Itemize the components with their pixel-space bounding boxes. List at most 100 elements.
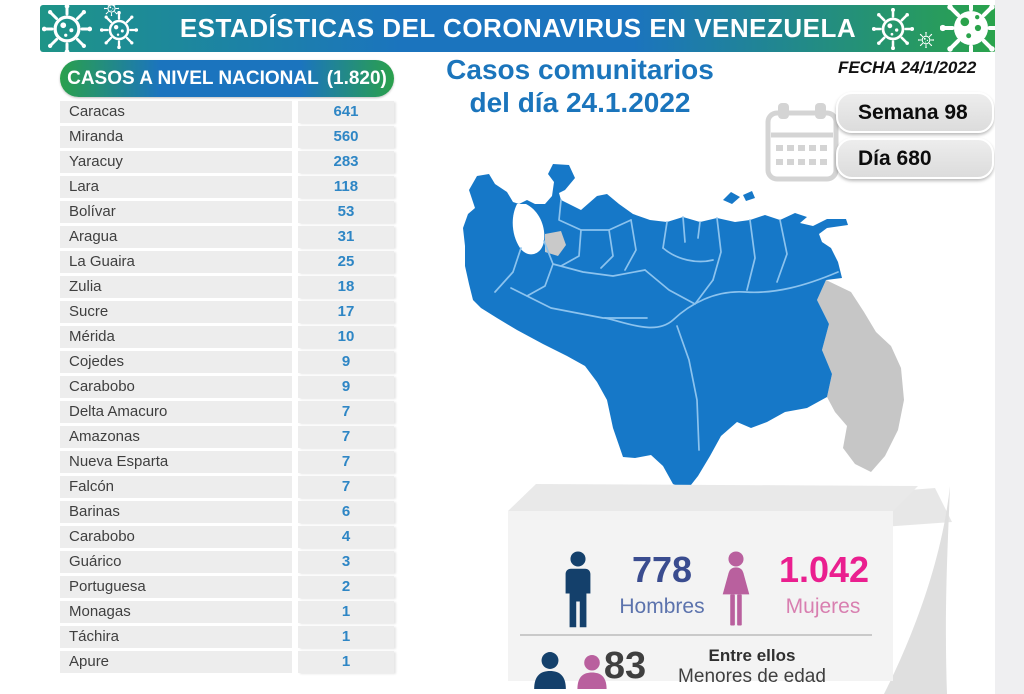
state-cases: 560 (298, 126, 394, 148)
table-row: Yaracuy 283 (60, 151, 394, 173)
state-cases: 1 (298, 651, 394, 673)
virus-icon (940, 5, 996, 52)
table-row: Apure 1 (60, 651, 394, 673)
state-name: Carabobo (60, 376, 292, 398)
table-row: Nueva Esparta 7 (60, 451, 394, 473)
state-cases: 2 (298, 576, 394, 598)
state-name: Cojedes (60, 351, 292, 373)
state-name: Miranda (60, 126, 292, 148)
women-count: 1.042 (778, 549, 870, 590)
state-name: Yaracuy (60, 151, 292, 173)
men-label: Hombres (619, 595, 705, 618)
minors-count: 83 (603, 645, 647, 687)
table-row: Monagas 1 (60, 601, 394, 623)
minors-label: Entre ellos Menores de edad (654, 646, 850, 688)
community-title-line2: del día 24.1.2022 (469, 87, 691, 119)
table-row: Bolívar 53 (60, 201, 394, 223)
table-row: Carabobo 4 (60, 526, 394, 548)
stats-box-top-face (508, 484, 918, 511)
state-name: Mérida (60, 326, 292, 348)
state-name: Falcón (60, 476, 292, 498)
state-name: Aragua (60, 226, 292, 248)
stats-box-front: 778 Hombres 1.042 Mujeres 83 Entre ellos… (508, 511, 893, 689)
state-cases: 31 (298, 226, 394, 248)
state-cases: 9 (298, 351, 394, 373)
state-name: La Guaira (60, 251, 292, 273)
table-row: Falcón 7 (60, 476, 394, 498)
state-cases: 641 (298, 101, 394, 123)
day-badge: Día 680 (836, 138, 994, 179)
state-name: Amazonas (60, 426, 292, 448)
table-row: Guárico 3 (60, 551, 394, 573)
table-row: Sucre 17 (60, 301, 394, 323)
table-row: Portuguesa 2 (60, 576, 394, 598)
community-cases-title: Casos comunitarios del día 24.1.2022 (413, 53, 747, 119)
state-cases: 9 (298, 376, 394, 398)
state-name: Táchira (60, 626, 292, 648)
table-row: Caracas 641 (60, 101, 394, 123)
state-cases: 4 (298, 526, 394, 548)
table-row: Zulia 18 (60, 276, 394, 298)
virus-icon (872, 8, 914, 50)
state-cases-table: Caracas 641 Miranda 560 Yaracuy 283 Lara… (60, 101, 394, 673)
state-cases: 7 (298, 451, 394, 473)
national-cases-panel: CASOS A NIVEL NACIONAL (1.820) Caracas 6… (60, 60, 394, 676)
state-cases: 53 (298, 201, 394, 223)
table-row: Táchira 1 (60, 626, 394, 648)
table-row: Carabobo 9 (60, 376, 394, 398)
state-cases: 10 (298, 326, 394, 348)
national-cases-label: CASOS A NIVEL NACIONAL (67, 67, 319, 89)
state-name: Carabobo (60, 526, 292, 548)
table-row: Mérida 10 (60, 326, 394, 348)
minors-label-line2: Menores de edad (678, 666, 826, 687)
map-margarita-island (723, 191, 755, 204)
state-name: Portuguesa (60, 576, 292, 598)
state-name: Monagas (60, 601, 292, 623)
state-cases: 7 (298, 476, 394, 498)
viewer-background-strip (995, 0, 1024, 694)
state-name: Delta Amacuro (60, 401, 292, 423)
virus-icon (104, 5, 119, 16)
state-name: Zulia (60, 276, 292, 298)
community-title-line1: Casos comunitarios (446, 54, 714, 85)
table-row: Miranda 560 (60, 126, 394, 148)
state-name: Apure (60, 651, 292, 673)
week-badge: Semana 98 (836, 92, 994, 133)
state-cases: 7 (298, 401, 394, 423)
virus-icon (918, 32, 934, 48)
state-name: Caracas (60, 101, 292, 123)
virus-icon (42, 5, 92, 52)
map-gray-state (545, 231, 566, 256)
state-name: Lara (60, 176, 292, 198)
map-lake-maracaibo (512, 204, 545, 255)
map-state-borders (494, 199, 839, 451)
men-count: 778 (631, 549, 693, 590)
state-cases: 18 (298, 276, 394, 298)
table-row: La Guaira 25 (60, 251, 394, 273)
state-cases: 6 (298, 501, 394, 523)
venezuela-map (463, 164, 904, 490)
state-cases: 7 (298, 426, 394, 448)
state-cases: 25 (298, 251, 394, 273)
state-name: Nueva Esparta (60, 451, 292, 473)
women-label: Mujeres (785, 595, 861, 618)
table-row: Cojedes 9 (60, 351, 394, 373)
man-icon (565, 551, 591, 628)
date-label: FECHA 24/1/2022 (838, 58, 977, 77)
state-name: Bolívar (60, 201, 292, 223)
table-row: Lara 118 (60, 176, 394, 198)
table-row: Aragua 31 (60, 226, 394, 248)
state-cases: 283 (298, 151, 394, 173)
person-bust-navy-icon (534, 652, 566, 689)
state-name: Guárico (60, 551, 292, 573)
table-row: Amazonas 7 (60, 426, 394, 448)
state-name: Barinas (60, 501, 292, 523)
national-cases-header: CASOS A NIVEL NACIONAL (1.820) (60, 60, 394, 97)
virus-icon (100, 11, 138, 49)
state-cases: 118 (298, 176, 394, 198)
minors-label-line1: Entre ellos (708, 646, 796, 665)
person-bust-pink-icon (577, 654, 607, 689)
table-row: Barinas 6 (60, 501, 394, 523)
state-cases: 1 (298, 626, 394, 648)
